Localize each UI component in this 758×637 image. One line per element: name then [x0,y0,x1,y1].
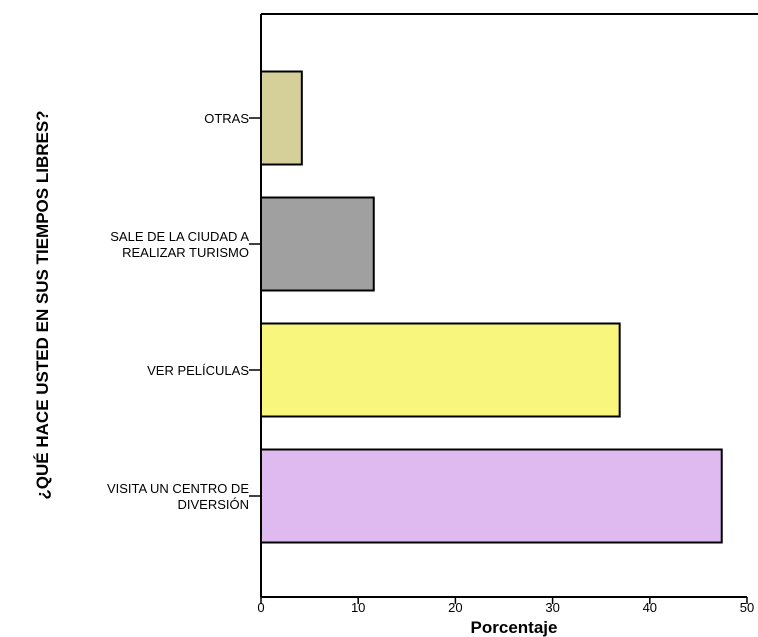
category-label: SALE DE LA CIUDAD A [110,229,249,244]
category-label: VISITA UN CENTRO DE [107,481,249,496]
x-tick-label: 20 [448,600,462,615]
bars-group [260,70,723,544]
bar [260,448,723,544]
y-axis-title: ¿QUÉ HACE USTED EN SUS TIEMPOS LIBRES? [33,110,52,499]
bar [260,196,375,292]
category-label: REALIZAR TURISMO [122,245,249,260]
category-label: VER PELÍCULAS [147,363,249,378]
x-tick-label: 40 [643,600,657,615]
category-label: OTRAS [204,111,249,126]
x-ticks-group: 0 10 20 30 40 50 [257,597,754,615]
x-tick-label: 10 [351,600,365,615]
x-tick-label: 50 [740,600,754,615]
x-tick-label: 0 [257,600,264,615]
axes-group [260,13,758,598]
x-axis-title: Porcentaje [471,618,558,637]
x-tick-label: 30 [545,600,559,615]
bar [260,322,621,418]
category-label: DIVERSIÓN [177,497,249,512]
bar [260,70,303,166]
